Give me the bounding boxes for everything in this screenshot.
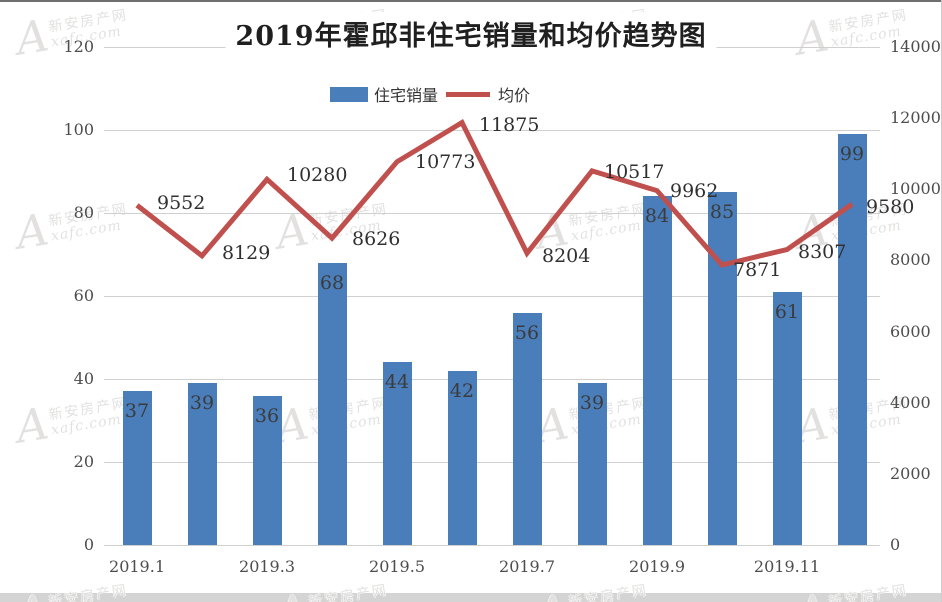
left-axis-tick: 0 (83, 535, 94, 554)
top-border (0, 0, 942, 2)
line-value-label: 8626 (352, 228, 401, 251)
bar (317, 262, 347, 545)
bar-value-label: 42 (449, 379, 475, 402)
right-axis-tick: 14000 (890, 37, 941, 56)
right-axis-tick: 4000 (890, 392, 931, 412)
watermark-name: 新安房产网 (307, 201, 390, 230)
bar (382, 362, 412, 545)
watermark-logo-icon: A (792, 10, 833, 66)
legend-bar-swatch-icon (330, 86, 368, 102)
line-value-label: 9580 (866, 196, 915, 219)
left-axis-tick: 80 (73, 203, 94, 222)
bar (577, 383, 607, 545)
x-axis-label: 2019.9 (629, 557, 685, 576)
left-axis-tick: 60 (73, 286, 94, 305)
left-axis-tick: 100 (63, 120, 94, 139)
bar (122, 391, 152, 545)
bar (447, 370, 477, 545)
gridline (104, 461, 880, 463)
right-axis-tick: 12000 (890, 108, 941, 128)
watermark-name: 新安房产网 (827, 7, 910, 36)
bar (642, 196, 672, 545)
x-axis-label: 2019.11 (753, 557, 821, 576)
right-axis-tick: 6000 (890, 321, 931, 341)
bar (837, 134, 867, 545)
line-value-label: 8129 (222, 241, 271, 264)
watermark-logo-icon: A (12, 398, 53, 454)
bottom-strip (0, 593, 942, 602)
bar-value-label: 56 (514, 321, 540, 344)
bar-value-label: 44 (384, 371, 410, 394)
gridline (104, 212, 880, 214)
line-value-label: 8204 (542, 245, 591, 268)
left-axis-tick: 20 (73, 452, 94, 471)
legend-bar-label: 住宅销量 (374, 86, 439, 105)
left-axis-tick: 40 (73, 369, 94, 388)
watermark-logo-icon: A (272, 204, 313, 260)
right-axis-tick: 8000 (890, 250, 931, 270)
gridline (104, 378, 880, 380)
line-value-label: 9962 (670, 179, 719, 202)
line-value-label: 8307 (798, 240, 847, 263)
gridline (104, 544, 880, 546)
bar-value-label: 36 (254, 404, 280, 427)
bar-value-label: 39 (189, 392, 215, 415)
line-value-label: 10280 (287, 164, 348, 187)
bar (512, 312, 542, 545)
bar (252, 395, 282, 545)
bar-value-label: 39 (579, 392, 605, 415)
x-axis-label: 2019.5 (369, 557, 425, 576)
bar-value-label: 99 (839, 143, 865, 166)
line-value-label: 7871 (733, 259, 782, 282)
line-value-label: 10517 (604, 160, 665, 183)
right-axis-tick: 2000 (890, 463, 931, 483)
bar-value-label: 68 (319, 271, 345, 294)
right-axis-tick: 0 (890, 535, 901, 554)
bar (772, 291, 802, 545)
bar-value-label: 37 (124, 400, 150, 423)
bar-value-label: 61 (774, 300, 800, 323)
x-axis-label: 2019.7 (499, 557, 555, 576)
x-axis-label: 2019.1 (109, 557, 165, 576)
line-value-label: 10773 (415, 150, 476, 173)
right-axis-tick: 10000 (890, 179, 941, 199)
gridline (104, 295, 880, 297)
chart-title: 2019年霍邱非住宅销量和均价趋势图 (225, 12, 717, 55)
bar (187, 383, 217, 545)
watermark-logo-icon: A (12, 204, 53, 260)
legend-line-swatch-icon (446, 91, 491, 97)
watermark-name: 新安房产网 (47, 7, 130, 36)
bar-value-label: 85 (709, 201, 735, 224)
legend-line-label: 均价 (498, 86, 531, 105)
bar-value-label: 84 (644, 205, 670, 228)
left-axis-tick: 120 (63, 37, 94, 56)
line-value-label: 11875 (479, 113, 540, 136)
x-axis-label: 2019.3 (239, 557, 295, 576)
bar (707, 192, 737, 545)
line-value-label: 9552 (157, 192, 206, 215)
watermark-logo-icon: A (12, 10, 53, 66)
legend: 住宅销量 均价 (330, 85, 531, 105)
